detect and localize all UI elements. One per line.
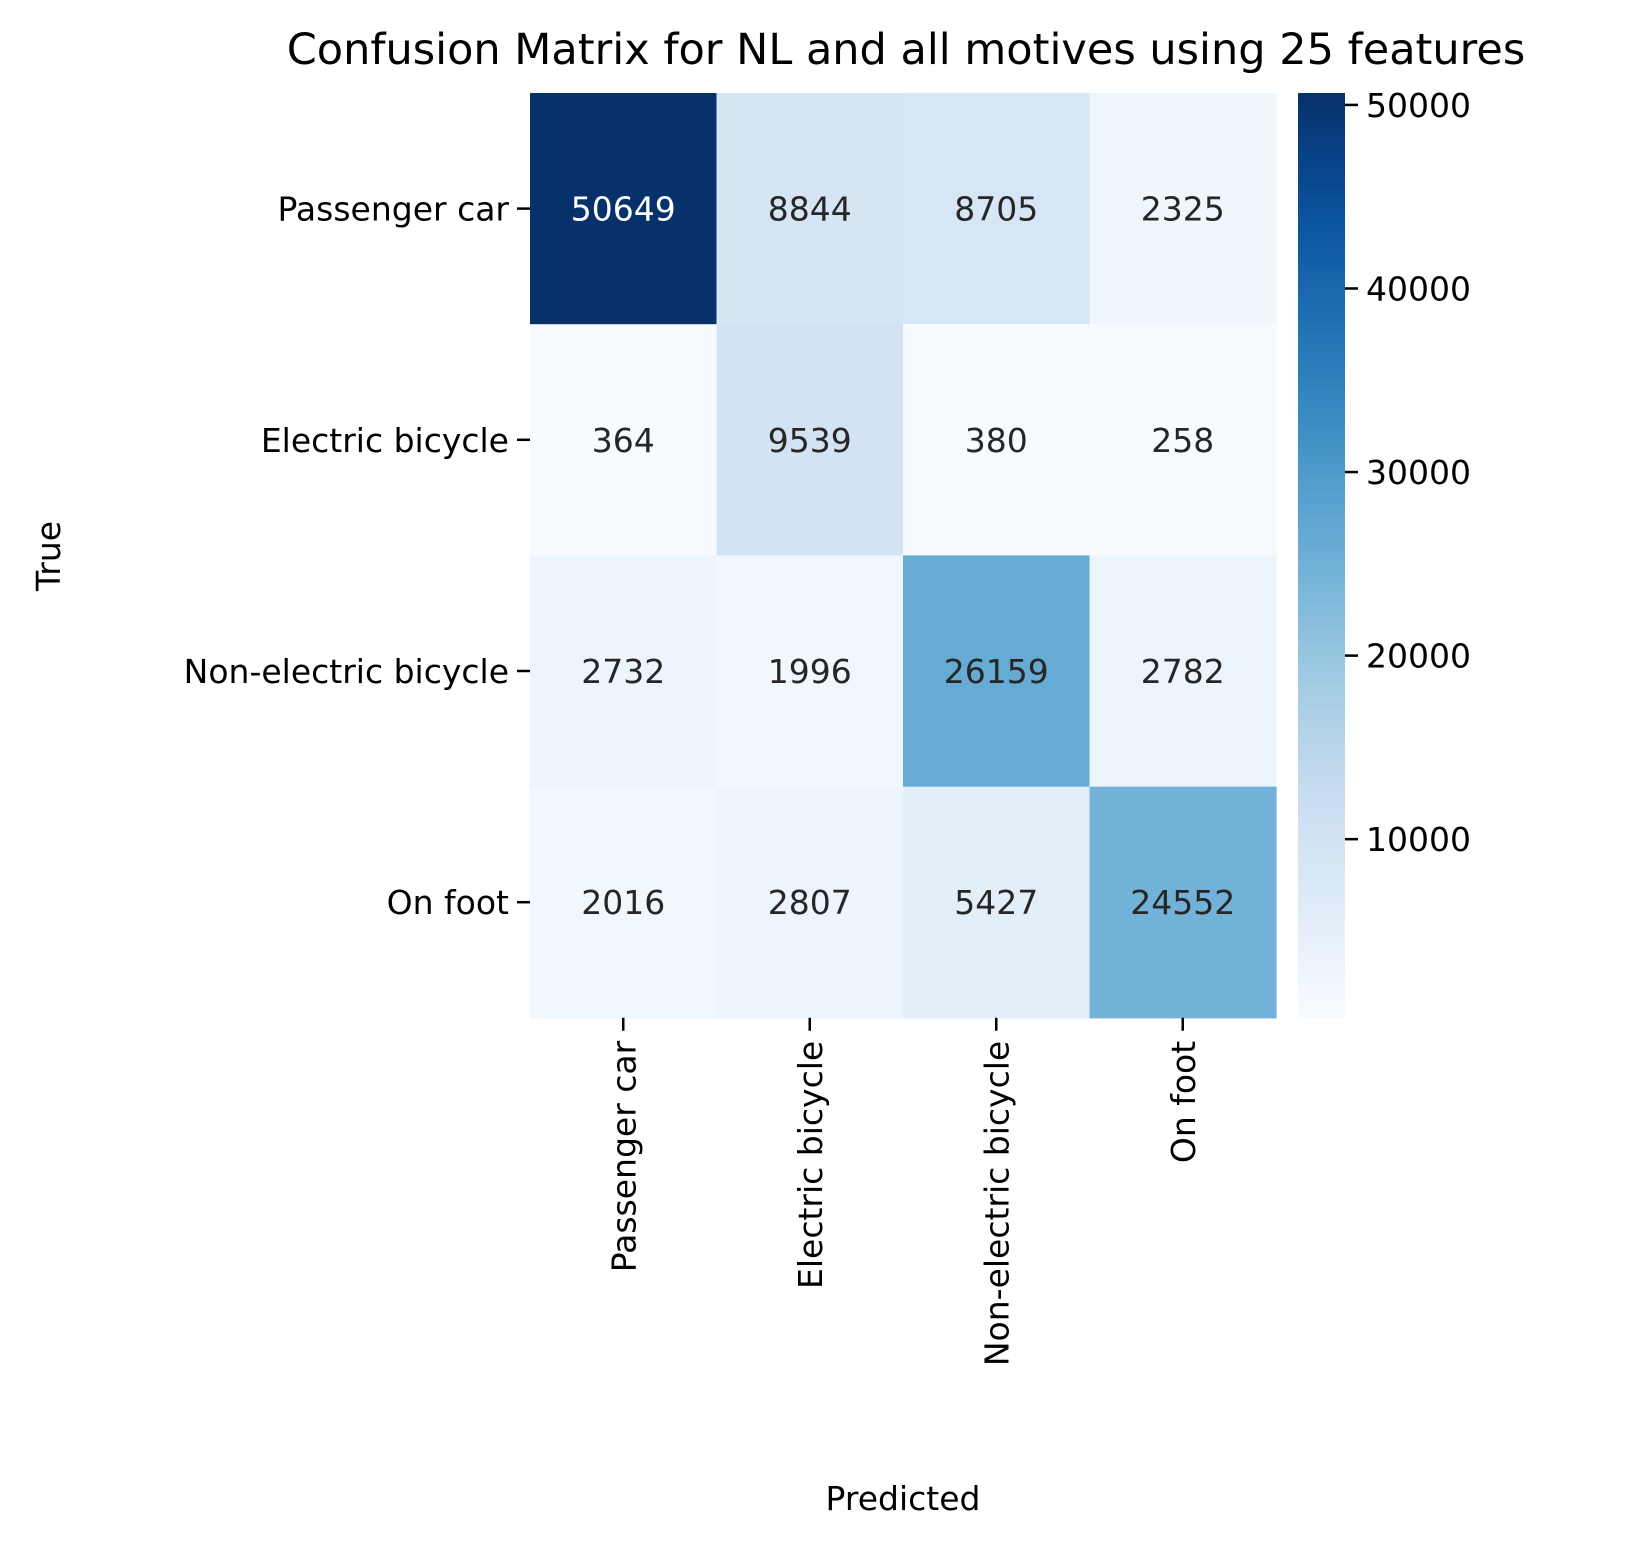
y-axis-ticks: Passenger car Electric bicycle Non-electri… [184, 190, 530, 922]
colorbar-ticks: 10000 20000 30000 40000 50000 [1345, 86, 1471, 859]
heatmap-cell [530, 555, 718, 788]
cell-value-label: 8844 [768, 190, 852, 229]
cell-value-label: 9539 [768, 421, 852, 460]
colorbar-tick-label: 10000 [1366, 820, 1471, 859]
colorbar-tick-label: 20000 [1366, 637, 1471, 676]
colorbar-tick-label: 30000 [1366, 453, 1471, 492]
cell-value-label: 1996 [768, 652, 852, 691]
cell-value-label: 364 [592, 421, 655, 460]
chart-title: Confusion Matrix for NL and all motives … [287, 25, 1526, 75]
cell-value-label: 8705 [954, 190, 1038, 229]
cell-value-label: 24552 [1130, 883, 1235, 922]
colorbar-tick-label: 50000 [1366, 86, 1471, 125]
x-tick-label: On foot [1164, 1041, 1203, 1163]
heatmap-cell [716, 555, 904, 788]
heatmap-cells [530, 93, 1277, 1019]
cell-value-label: 5427 [954, 883, 1038, 922]
heatmap-cell [903, 786, 1091, 1019]
heatmap-cell [1089, 324, 1277, 556]
heatmap-cell [716, 93, 904, 325]
heatmap-annotations: 50649 8844 8705 2325 364 9539 380 258 2732 1996 26… [571, 190, 1235, 923]
x-axis-label: Predicted [826, 1479, 981, 1518]
cell-value-label: 2016 [581, 883, 665, 922]
y-axis-label: True [29, 521, 68, 592]
cell-value-label: 258 [1151, 421, 1214, 460]
heatmap-cell [530, 324, 718, 556]
heatmap-cell [1089, 786, 1277, 1019]
y-tick-label: On foot [387, 883, 509, 922]
cell-value-label: 2732 [581, 652, 665, 691]
colorbar [1298, 93, 1345, 1018]
cell-value-label: 380 [965, 421, 1028, 460]
heatmap-cell [530, 786, 718, 1019]
heatmap-cell [903, 324, 1091, 556]
x-tick-label: Electric bicycle [791, 1041, 830, 1289]
x-tick-label: Non-electric bicycle [977, 1041, 1016, 1366]
x-tick-label: Passenger car [604, 1040, 643, 1272]
heatmap-cell [1089, 93, 1277, 325]
cell-value-label: 50649 [571, 190, 676, 229]
y-tick-label: Non-electric bicycle [184, 652, 509, 691]
heatmap-cell [903, 555, 1091, 788]
heatmap-cell [530, 93, 718, 325]
cell-value-label: 2325 [1141, 190, 1225, 229]
cell-value-label: 26159 [944, 652, 1049, 691]
y-tick-label: Passenger car [278, 190, 510, 229]
cell-value-label: 2782 [1141, 652, 1225, 691]
heatmap-cell [716, 324, 904, 556]
heatmap-cell [903, 93, 1091, 325]
colorbar-tick-label: 40000 [1366, 269, 1471, 308]
x-axis-ticks: Passenger car Electric bicycle Non-electri… [604, 1017, 1203, 1366]
y-tick-label: Electric bicycle [261, 421, 509, 460]
heatmap-cell [716, 786, 904, 1019]
heatmap-cell [1089, 555, 1277, 788]
cell-value-label: 2807 [768, 883, 852, 922]
